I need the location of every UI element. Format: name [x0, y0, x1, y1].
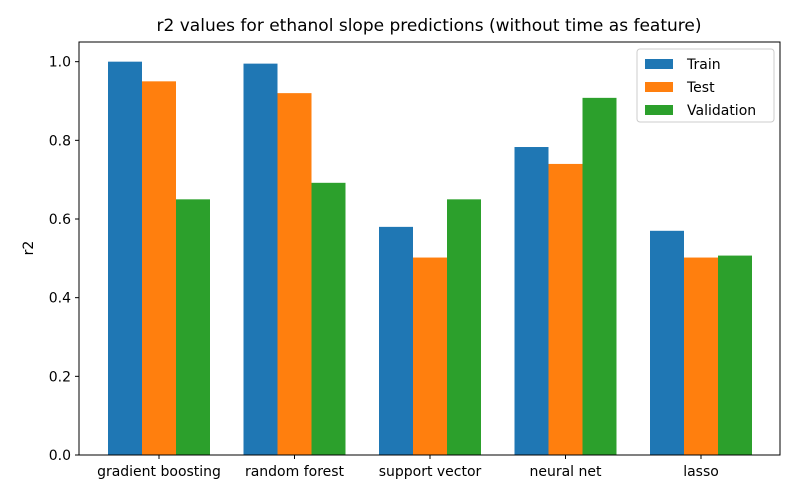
- x-tick-label: neural net: [529, 464, 602, 480]
- bar-validation-4: [582, 97, 617, 455]
- bar-train-4: [514, 147, 549, 455]
- bar-train-3: [379, 226, 413, 455]
- y-tick-label: 0.0: [49, 448, 71, 464]
- legend-label-validation: Validation: [687, 103, 756, 119]
- x-tick-label: lasso: [683, 464, 719, 480]
- bar-train-1: [108, 61, 142, 456]
- bar-validation-1: [176, 199, 210, 455]
- bar-test-1: [142, 81, 176, 455]
- x-tick-label: support vector: [379, 464, 482, 480]
- x-tick-label: gradient boosting: [97, 464, 221, 480]
- bar-test-5: [684, 257, 718, 455]
- bar-validation-3: [447, 199, 481, 455]
- bar-validation-5: [718, 255, 752, 455]
- plot-area: 0.0 0.2 0.4 0.6 0.8 1.0 gradient boosting rando…: [49, 41, 781, 480]
- bar-train-2: [243, 63, 278, 456]
- bar-test-2: [277, 93, 312, 455]
- bar-validation-2: [311, 182, 346, 455]
- y-tick-label: 1.0: [49, 55, 71, 71]
- legend-swatch-train: [645, 59, 673, 69]
- bar-train-5: [650, 230, 684, 455]
- legend-label-test: Test: [686, 80, 715, 96]
- bar-test-4: [548, 163, 583, 455]
- legend-swatch-test: [645, 82, 673, 92]
- bar-test-3: [413, 257, 447, 455]
- y-tick-label: 0.8: [49, 133, 71, 149]
- y-tick-label: 0.2: [49, 369, 71, 385]
- y-tick-label: 0.6: [49, 212, 71, 228]
- chart-title: r2 values for ethanol slope predictions …: [157, 16, 702, 36]
- legend-label-train: Train: [686, 57, 721, 73]
- x-tick-label: random forest: [245, 464, 345, 480]
- y-tick-label: 0.4: [49, 291, 71, 307]
- y-axis-label: r2: [21, 241, 37, 256]
- legend-swatch-validation: [645, 105, 673, 115]
